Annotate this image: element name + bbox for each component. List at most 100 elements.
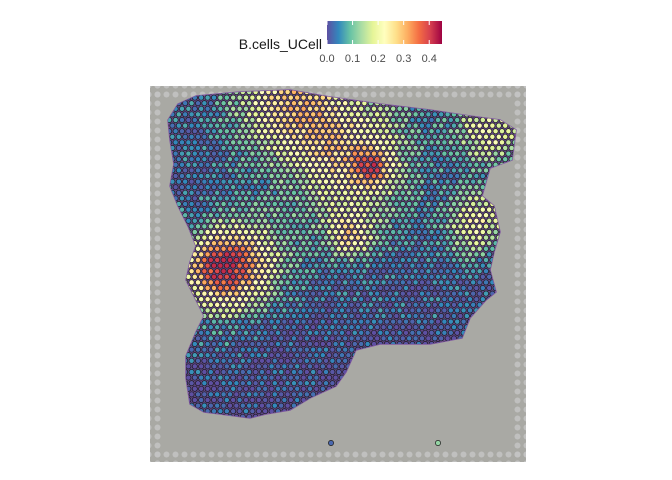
spot: [476, 234, 483, 241]
spot: [294, 105, 301, 112]
spot: [262, 408, 269, 415]
spot: [393, 178, 400, 185]
spot: [435, 150, 441, 157]
spot: [262, 341, 269, 347]
spot: [479, 240, 486, 247]
spot: [332, 128, 339, 135]
spot: [291, 223, 297, 230]
spot: [211, 318, 217, 325]
spot: [499, 150, 505, 157]
spot: [239, 100, 246, 107]
spot: [486, 251, 493, 258]
spot: [255, 307, 262, 314]
spot: [383, 262, 390, 269]
spot: [505, 150, 512, 157]
spot: [332, 296, 339, 303]
spot: [262, 285, 269, 291]
spot: [239, 369, 246, 375]
spot: [467, 173, 473, 179]
spot: [396, 195, 403, 202]
spot: [441, 206, 448, 213]
spot: [172, 128, 179, 135]
spot: [300, 329, 307, 336]
spot: [316, 156, 323, 163]
spot: [329, 178, 336, 185]
spot: [371, 150, 377, 157]
spot: [342, 133, 349, 140]
spot: [307, 105, 313, 112]
spot: [326, 285, 333, 291]
spot: [255, 240, 262, 247]
spot: [179, 139, 185, 146]
spot: [223, 307, 230, 314]
spot: [233, 357, 240, 364]
spot: [198, 329, 205, 336]
spot: [345, 128, 352, 135]
spot: [415, 217, 422, 224]
spot: [284, 324, 291, 331]
spot: [396, 161, 403, 168]
spot: [393, 290, 400, 297]
spot: [284, 234, 291, 241]
spot: [479, 139, 486, 146]
spot: [291, 133, 297, 140]
spot: [300, 363, 307, 370]
spot: [255, 318, 262, 325]
spot: [326, 363, 333, 370]
spot: [249, 397, 256, 403]
spot: [419, 279, 425, 286]
spot: [358, 285, 365, 291]
spot: [428, 318, 435, 325]
spot: [326, 117, 333, 123]
spot: [403, 139, 409, 146]
spot: [275, 397, 281, 403]
spot: [310, 380, 317, 387]
spot: [316, 369, 323, 375]
spot: [284, 380, 291, 387]
spot: [431, 156, 438, 163]
spot: [313, 94, 320, 101]
spot: [211, 251, 217, 258]
spot: [499, 128, 505, 135]
spot: [271, 145, 278, 151]
spot: [275, 161, 281, 168]
spot: [329, 122, 336, 129]
spot: [399, 335, 406, 342]
spot: [313, 139, 320, 146]
spot: [454, 173, 461, 179]
spot: [268, 318, 275, 325]
spot: [447, 285, 454, 291]
spot: [233, 268, 240, 275]
spot: [211, 262, 217, 269]
spot: [435, 318, 441, 325]
spot: [319, 285, 326, 291]
spot: [217, 329, 224, 336]
spot: [409, 329, 416, 336]
colorbar-tick-label: 0.0: [319, 53, 334, 65]
spot: [403, 329, 409, 336]
fiducial-frame-bottom: [150, 450, 526, 462]
spot: [326, 128, 333, 135]
spot: [329, 279, 336, 286]
spot: [409, 195, 416, 202]
spot: [342, 223, 349, 230]
spot: [214, 145, 221, 151]
spot: [374, 313, 381, 319]
spot: [297, 301, 304, 308]
spot: [207, 391, 214, 398]
spot: [255, 251, 262, 258]
spot: [172, 139, 179, 146]
spot: [457, 324, 464, 331]
spot: [345, 173, 352, 179]
spot: [409, 139, 416, 146]
spot: [275, 385, 281, 392]
colorbar-tick-label: 0.1: [345, 53, 360, 65]
spot: [201, 156, 208, 163]
spot: [399, 111, 406, 118]
spot: [342, 212, 349, 219]
spot: [470, 189, 477, 196]
spot: [361, 167, 368, 174]
spot: [467, 139, 473, 146]
spot: [223, 296, 230, 303]
spot: [348, 313, 355, 319]
